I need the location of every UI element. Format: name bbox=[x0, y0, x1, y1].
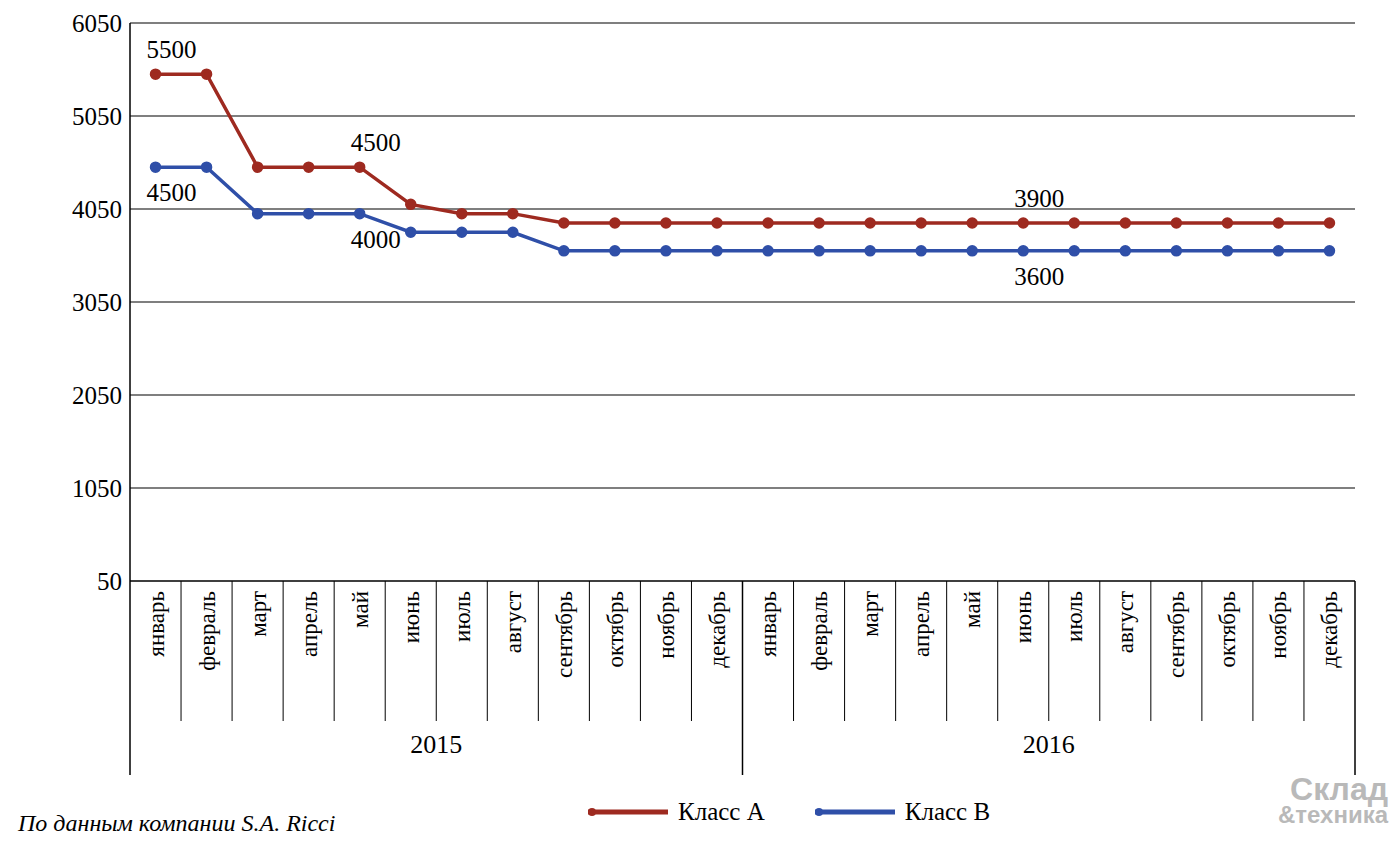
svg-text:6050: 6050 bbox=[72, 10, 122, 37]
svg-text:май: май bbox=[960, 591, 985, 628]
svg-text:апрель: апрель bbox=[909, 591, 934, 657]
html-text:&техника: &техника bbox=[1277, 801, 1388, 828]
svg-text:1050: 1050 bbox=[72, 475, 122, 502]
html-text:Класс В: Класс В bbox=[904, 798, 991, 825]
html-text:Склад: Склад bbox=[1290, 771, 1388, 807]
svg-text:февраль: февраль bbox=[195, 591, 220, 671]
svg-text:50: 50 bbox=[97, 568, 122, 595]
svg-text:5050: 5050 bbox=[72, 103, 122, 130]
svg-text:сентябрь: сентябрь bbox=[552, 591, 577, 678]
svg-text:март: март bbox=[858, 591, 883, 637]
svg-text:сентябрь: сентябрь bbox=[1164, 591, 1189, 678]
svg-text:2015: 2015 bbox=[410, 730, 462, 759]
svg-text:июль: июль bbox=[1062, 591, 1087, 642]
html-text:По данным компании S.A. Ricci: По данным компании S.A. Ricci bbox=[18, 810, 336, 836]
html-text:Класс А: Класс А bbox=[678, 798, 765, 825]
svg-text:ноябрь: ноябрь bbox=[654, 591, 679, 659]
svg-text:июнь: июнь bbox=[399, 591, 424, 643]
svg-text:март: март bbox=[246, 591, 271, 637]
svg-text:октябрь: октябрь bbox=[603, 591, 628, 667]
svg-text:июнь: июнь bbox=[1011, 591, 1036, 643]
svg-text:июль: июль bbox=[450, 591, 475, 642]
svg-text:декабрь: декабрь bbox=[1317, 591, 1342, 668]
svg-text:декабрь: декабрь bbox=[705, 591, 730, 668]
svg-text:февраль: февраль bbox=[807, 591, 832, 671]
svg-text:август: август bbox=[1113, 591, 1138, 653]
svg-text:ноябрь: ноябрь bbox=[1266, 591, 1291, 659]
svg-text:4500: 4500 bbox=[147, 179, 197, 206]
svg-text:2050: 2050 bbox=[72, 382, 122, 409]
svg-text:январь: январь bbox=[144, 591, 169, 657]
svg-text:4000: 4000 bbox=[351, 226, 401, 253]
svg-text:август: август bbox=[501, 591, 526, 653]
svg-text:октябрь: октябрь bbox=[1215, 591, 1240, 667]
svg-text:4050: 4050 bbox=[72, 196, 122, 223]
svg-text:4500: 4500 bbox=[351, 129, 401, 156]
svg-text:3900: 3900 bbox=[1014, 185, 1064, 212]
svg-text:май: май bbox=[348, 591, 373, 628]
svg-text:январь: январь bbox=[756, 591, 781, 657]
svg-text:5500: 5500 bbox=[147, 36, 197, 63]
svg-text:3050: 3050 bbox=[72, 289, 122, 316]
svg-text:3600: 3600 bbox=[1014, 263, 1064, 290]
svg-text:2016: 2016 bbox=[1023, 730, 1075, 759]
svg-text:апрель: апрель bbox=[297, 591, 322, 657]
